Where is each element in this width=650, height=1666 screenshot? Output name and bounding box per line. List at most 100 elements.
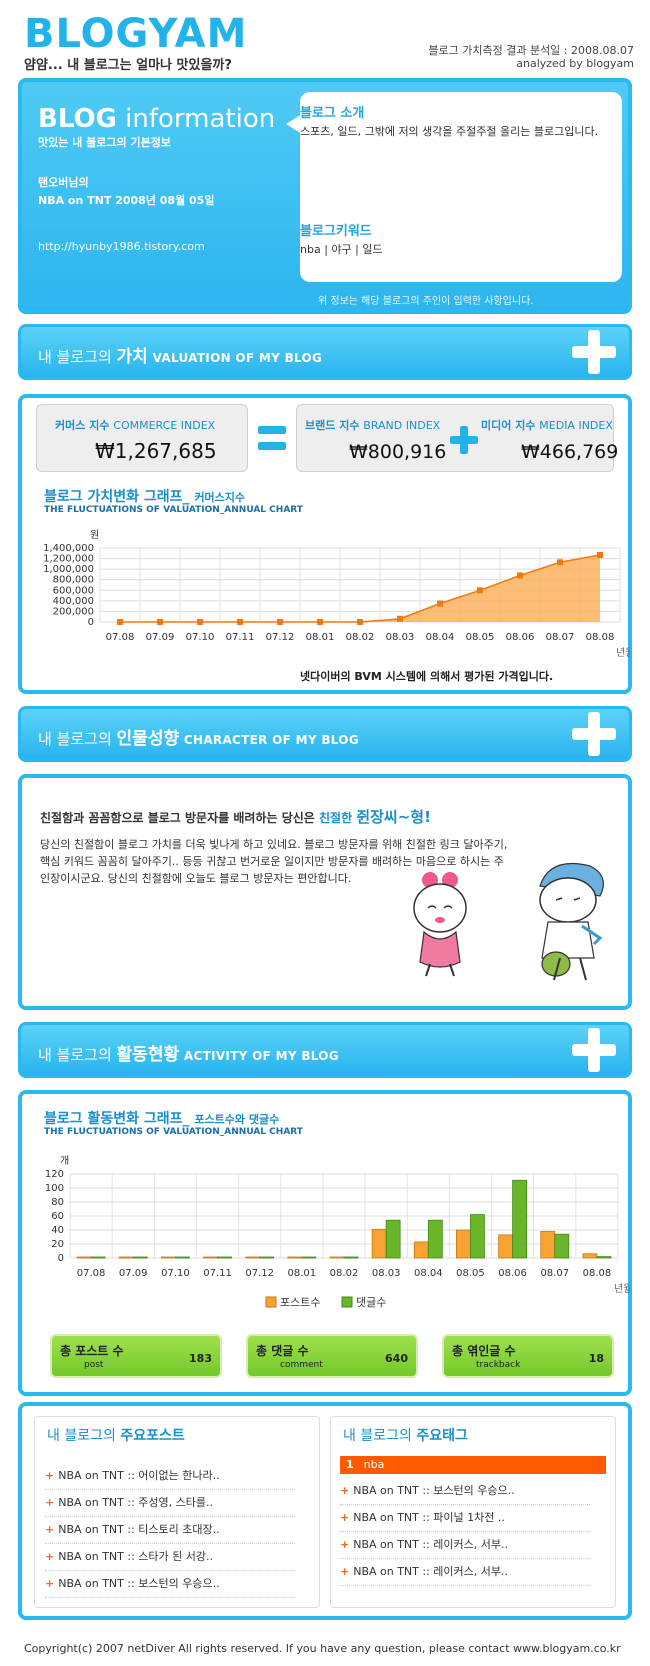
data-point	[517, 572, 523, 579]
x-tick-label: 07.12	[245, 1268, 274, 1279]
bar-comments	[132, 1256, 148, 1259]
top-post-item[interactable]: + NBA on TNT :: 스타가 된 서강..	[45, 1544, 295, 1571]
tag-post-item[interactable]: + NBA on TNT :: 레이커스, 서부..	[340, 1559, 590, 1586]
blog-name: NBA on TNT 2008년 08월 05일	[38, 194, 215, 207]
y-tick-label: 0	[58, 1253, 64, 1264]
blog-url[interactable]: http://hyunby1986.tistory.com	[38, 240, 205, 253]
data-point	[557, 559, 563, 566]
x-tick-label: 07.08	[106, 632, 135, 643]
intro-text: 스포츠, 일드, 그밖에 저의 생각을 주절주절 올리는 블로그입니다.	[300, 125, 599, 138]
stat-trackbacks-en: trackback	[476, 1360, 521, 1370]
plus-icon[interactable]	[572, 330, 616, 374]
commerce-value: ₩1,267,685	[95, 439, 217, 463]
x-tick-label: 08.06	[506, 632, 535, 643]
bar-comments	[385, 1219, 401, 1259]
x-tick-label: 07.11	[203, 1268, 232, 1279]
data-point	[317, 619, 323, 625]
x-tick-label: 07.12	[266, 632, 295, 643]
x-tick-label: 07.11	[226, 632, 255, 643]
bullet-icon: +	[45, 1469, 55, 1482]
bar-posts	[498, 1234, 514, 1259]
data-point	[117, 619, 123, 625]
logo[interactable]: BLOGYAM	[24, 11, 248, 57]
character-summary: 친절함과 꼼꼼함으로 블로그 방문자를 배려하는 당신은 친절한 쥔장씨~형!	[40, 808, 431, 826]
x-tick-label: 07.09	[119, 1268, 148, 1279]
legend-swatch	[265, 1296, 277, 1308]
y-tick-label: 400,000	[53, 596, 94, 607]
bullet-icon: +	[340, 1511, 350, 1524]
top-post-item[interactable]: + NBA on TNT :: 티스토리 초대장..	[45, 1517, 295, 1544]
stat-comments: 총 댓글 수 comment 640	[246, 1334, 418, 1378]
tag-post-item[interactable]: + NBA on TNT :: 레이커스, 서부..	[340, 1532, 590, 1559]
info-title: BLOG information	[38, 104, 276, 134]
character-panel	[18, 774, 632, 1010]
x-axis-label: 년월	[616, 647, 630, 659]
y-axis-label: 원	[90, 529, 99, 541]
tag-post-item[interactable]: + NBA on TNT :: 파이널 1차전 ..	[340, 1505, 590, 1532]
data-point	[237, 619, 243, 625]
x-axis-label: 년월	[614, 1283, 630, 1295]
tag-post-item-label: NBA on TNT :: 보스턴의 우승으..	[353, 1484, 515, 1497]
valuation-chart-title: 블로그 가치변화 그래프_ 커머스지수	[44, 489, 246, 505]
x-tick-label: 08.04	[426, 632, 455, 643]
y-tick-label: 0	[88, 617, 94, 628]
bar-posts	[287, 1256, 303, 1259]
keywords: nba | 야구 | 일드	[300, 243, 383, 256]
bullet-icon: +	[340, 1565, 350, 1578]
legend-swatch	[341, 1296, 353, 1308]
plus-icon[interactable]	[572, 712, 616, 756]
bar-comments	[343, 1256, 359, 1259]
legend-label: 포스트수	[280, 1296, 320, 1309]
tag-post-item[interactable]: + NBA on TNT :: 보스턴의 우승으..	[340, 1478, 590, 1505]
stat-trackbacks-value: 18	[588, 1352, 604, 1365]
plus-icon[interactable]	[572, 1028, 616, 1072]
activity-chart-title: 블로그 활동변화 그래프_ 포스트수와 댓글수	[44, 1111, 280, 1127]
tagline: 얌얌... 내 블로그는 얼마나 맛있을까?	[24, 58, 232, 73]
x-tick-label: 08.08	[583, 1268, 612, 1279]
brand-value: ₩800,916	[349, 441, 447, 463]
copyright: Copyright(c) 2007 netDiver All rights re…	[24, 1642, 621, 1655]
activity-header	[18, 1022, 632, 1078]
top-post-item[interactable]: + NBA on TNT :: 보스턴의 우승으..	[45, 1571, 295, 1598]
bar-posts	[540, 1231, 556, 1259]
commerce-index-box: 커머스 지수 COMMERCE INDEX ₩1,267,685	[36, 404, 248, 472]
top-post-item[interactable]: + NBA on TNT :: 어이없는 한나라..	[45, 1463, 295, 1490]
top-tag-1[interactable]: 1 nba	[340, 1456, 606, 1474]
y-tick-label: 60	[51, 1211, 64, 1222]
y-tick-label: 20	[51, 1239, 64, 1250]
valuation-title: 내 블로그의 가치 VALUATION OF MY BLOG	[38, 347, 323, 367]
top-post-item[interactable]: + NBA on TNT :: 주성영, 스타를..	[45, 1490, 295, 1517]
bar-comments	[90, 1256, 106, 1259]
bar-comments	[596, 1256, 612, 1259]
equals-icon	[258, 424, 286, 452]
y-tick-label: 100	[45, 1183, 64, 1194]
commerce-label: 커머스 지수 COMMERCE INDEX	[55, 419, 216, 432]
bar-comments	[554, 1233, 570, 1259]
bar-posts	[329, 1256, 345, 1259]
x-tick-label: 08.04	[414, 1268, 443, 1279]
x-tick-label: 08.07	[540, 1268, 569, 1279]
x-tick-label: 08.05	[466, 632, 495, 643]
top-post-item-label: NBA on TNT :: 주성영, 스타를..	[58, 1496, 213, 1509]
data-point	[157, 619, 163, 625]
info-subtitle: 맛있는 내 블로그의 기본정보	[38, 136, 171, 149]
data-point	[477, 587, 483, 594]
media-label: 미디어 지수 MEDIA INDEX	[481, 419, 613, 432]
add-icon	[450, 426, 478, 454]
valuation-footnote: 넷다이버의 BVM 시스템에 의해서 평가된 가격입니다.	[300, 670, 554, 683]
x-tick-label: 08.07	[546, 632, 575, 643]
activity-title: 내 블로그의 활동현황 ACTIVITY OF MY BLOG	[38, 1045, 339, 1065]
top-posts-list: + NBA on TNT :: 어이없는 한나라.. + NBA on TNT :: …	[45, 1463, 295, 1598]
y-tick-label: 40	[51, 1225, 64, 1236]
x-tick-label: 07.08	[77, 1268, 106, 1279]
bar-posts	[245, 1256, 261, 1259]
y-tick-label: 80	[51, 1197, 64, 1208]
y-axis-label: 개	[60, 1155, 69, 1167]
y-tick-label: 800,000	[53, 575, 94, 586]
tag-post-item-label: NBA on TNT :: 파이널 1차전 ..	[353, 1511, 505, 1524]
bar-comments	[301, 1256, 317, 1259]
x-tick-label: 08.03	[372, 1268, 401, 1279]
data-point	[397, 615, 403, 622]
x-tick-label: 07.10	[186, 632, 215, 643]
tag-post-item-label: NBA on TNT :: 레이커스, 서부..	[353, 1565, 508, 1578]
